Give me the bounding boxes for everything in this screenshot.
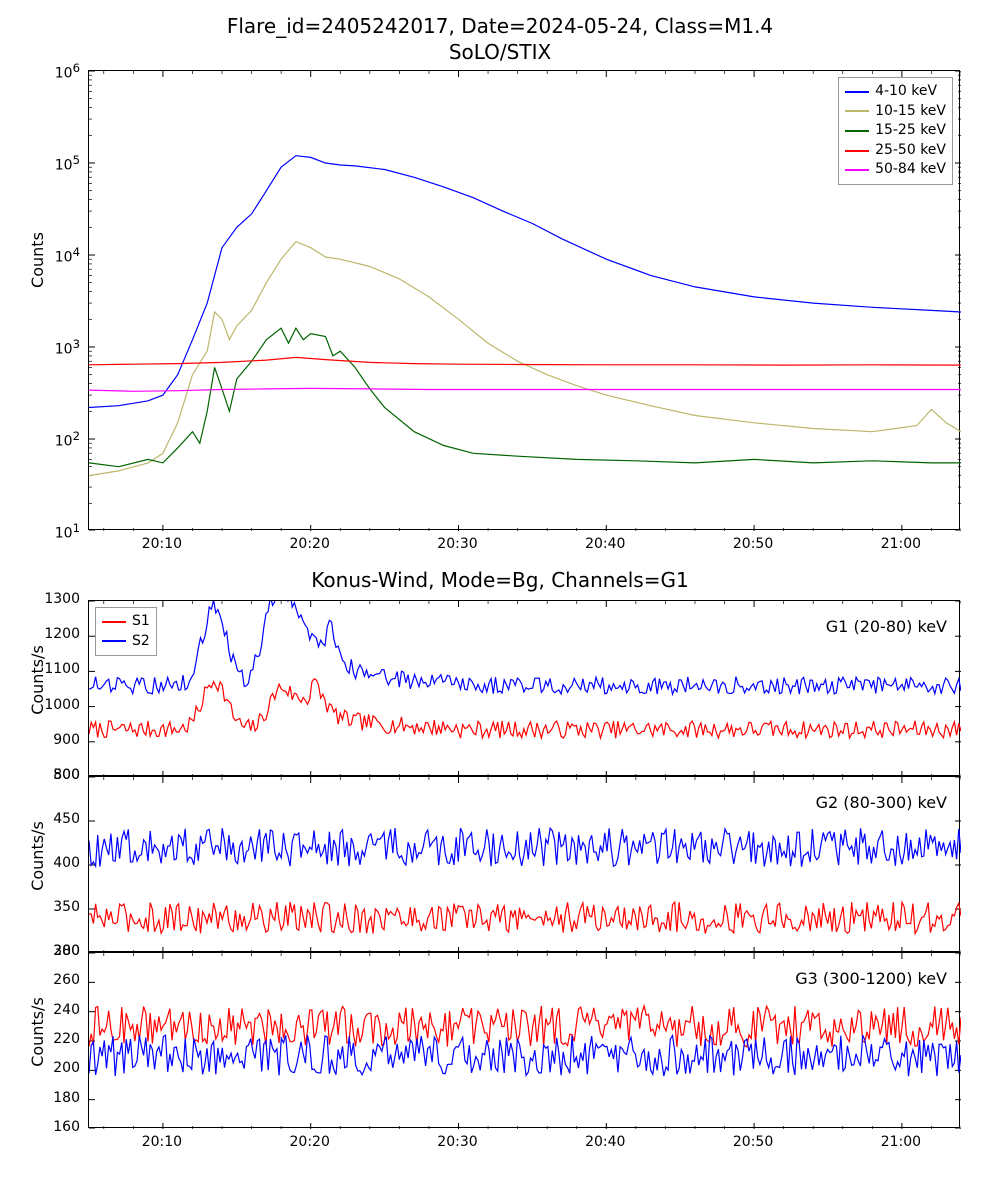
- konus-g2-panel: G2 (80-300) keV: [88, 776, 960, 952]
- tick-label: 160: [53, 1119, 80, 1135]
- stix-plot: [89, 71, 961, 531]
- konus-g3-panel: G3 (300-1200) keV: [88, 952, 960, 1128]
- legend-swatch: [845, 91, 869, 93]
- tick-label: 20:40: [585, 536, 625, 552]
- tick-label: 21:00: [881, 536, 921, 552]
- legend-swatch: [845, 150, 869, 152]
- tick-label: 20:10: [142, 1134, 182, 1150]
- tick-label: 20:20: [290, 536, 330, 552]
- legend-swatch: [845, 110, 869, 112]
- tick-label: 20:50: [733, 1134, 773, 1150]
- tick-label: 280: [53, 943, 80, 959]
- legend-label: 50-84 keV: [875, 160, 946, 180]
- y-tick-label: 101: [55, 521, 80, 542]
- tick-label: 240: [53, 1002, 80, 1018]
- tick-label: 180: [53, 1090, 80, 1106]
- legend-label: 10-15 keV: [875, 102, 946, 122]
- konus-g3-ylabel: Counts/s: [28, 972, 47, 1092]
- legend-swatch: [102, 621, 126, 623]
- konus-g1-panel: S1S2 G1 (20-80) keV: [88, 600, 960, 776]
- y-tick-label: 104: [55, 245, 80, 266]
- legend-item: 25-50 keV: [845, 141, 946, 161]
- legend-label: S2: [132, 632, 150, 652]
- konus-title: Konus-Wind, Mode=Bg, Channels=G1: [0, 568, 1000, 592]
- stix-legend: 4-10 keV10-15 keV15-25 keV25-50 keV50-84…: [838, 77, 953, 185]
- legend-label: 25-50 keV: [875, 141, 946, 161]
- tick-label: 20:20: [290, 1134, 330, 1150]
- tick-label: 500: [53, 767, 80, 783]
- legend-item: S1: [102, 612, 150, 632]
- tick-label: 400: [53, 855, 80, 871]
- tick-label: 220: [53, 1031, 80, 1047]
- y-tick-label: 105: [55, 153, 80, 174]
- konus-g2-ylabel: Counts/s: [28, 796, 47, 916]
- tick-label: 450: [53, 811, 80, 827]
- figure: Flare_id=2405242017, Date=2024-05-24, Cl…: [0, 0, 1000, 1200]
- tick-label: 20:40: [585, 1134, 625, 1150]
- tick-label: 1100: [44, 661, 80, 677]
- tick-label: 200: [53, 1060, 80, 1076]
- legend-item: 10-15 keV: [845, 102, 946, 122]
- tick-label: 20:10: [142, 536, 182, 552]
- main-title: Flare_id=2405242017, Date=2024-05-24, Cl…: [0, 14, 1000, 38]
- tick-label: 1200: [44, 626, 80, 642]
- tick-label: 21:00: [881, 1134, 921, 1150]
- legend-item: 4-10 keV: [845, 82, 946, 102]
- tick-label: 350: [53, 899, 80, 915]
- y-tick-label: 102: [55, 429, 80, 450]
- konus-g1-label: G1 (20-80) keV: [826, 617, 947, 636]
- legend-swatch: [845, 130, 869, 132]
- legend-label: 4-10 keV: [875, 82, 937, 102]
- legend-item: 15-25 keV: [845, 121, 946, 141]
- tick-label: 900: [53, 732, 80, 748]
- tick-label: 1000: [44, 697, 80, 713]
- stix-panel: 4-10 keV10-15 keV15-25 keV25-50 keV50-84…: [88, 70, 960, 530]
- legend-swatch: [845, 169, 869, 171]
- konus-g2-label: G2 (80-300) keV: [816, 793, 947, 812]
- tick-label: 260: [53, 972, 80, 988]
- legend-label: S1: [132, 612, 150, 632]
- tick-label: 20:50: [733, 536, 773, 552]
- legend-swatch: [102, 640, 126, 642]
- tick-label: 20:30: [437, 536, 477, 552]
- legend-item: S2: [102, 632, 150, 652]
- tick-label: 1300: [44, 591, 80, 607]
- y-tick-label: 103: [55, 337, 80, 358]
- konus-g3-label: G3 (300-1200) keV: [795, 969, 947, 988]
- top-subtitle: SoLO/STIX: [0, 40, 1000, 64]
- stix-ylabel: Counts: [28, 160, 47, 360]
- legend-label: 15-25 keV: [875, 121, 946, 141]
- y-tick-label: 106: [55, 61, 80, 82]
- legend-item: 50-84 keV: [845, 160, 946, 180]
- tick-label: 20:30: [437, 1134, 477, 1150]
- konus-legend: S1S2: [95, 607, 157, 656]
